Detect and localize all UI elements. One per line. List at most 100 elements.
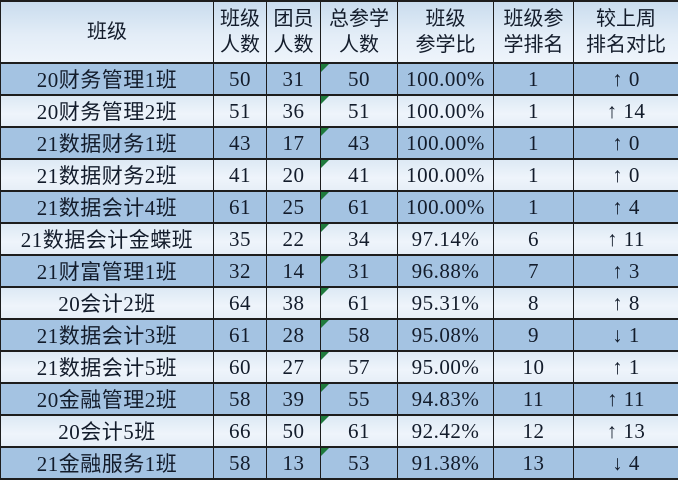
cell-ratio: 100.00% xyxy=(398,95,494,127)
cell-size: 58 xyxy=(214,447,267,479)
cell-size: 60 xyxy=(214,351,267,383)
cell-attended: 31 xyxy=(321,255,398,287)
cell-rank: 1 xyxy=(494,159,574,191)
cell-rank: 1 xyxy=(494,191,574,223)
cell-text-rank: 6 xyxy=(528,227,539,252)
cell-text-trend: ↑ 0 xyxy=(612,131,640,156)
cell-text-rank: 9 xyxy=(528,323,539,348)
cell-members: 28 xyxy=(267,319,321,351)
cell-attended: 61 xyxy=(321,287,398,319)
cell-ratio: 97.14% xyxy=(398,223,494,255)
error-flag-icon xyxy=(321,352,329,360)
cell-attended: 51 xyxy=(321,95,398,127)
cell-text-attended: 61 xyxy=(348,419,370,444)
cell-name: 20金融管理2班 xyxy=(1,383,214,415)
cell-rank: 7 xyxy=(494,255,574,287)
cell-attended: 57 xyxy=(321,351,398,383)
column-header-trend: 较上周 排名对比 xyxy=(574,1,678,63)
cell-text-members: 38 xyxy=(283,291,305,316)
cell-text-size: 32 xyxy=(229,259,251,284)
error-flag-icon xyxy=(321,224,329,232)
page: { "table": { "columns": [ { "label": "班级… xyxy=(0,0,678,464)
cell-text-size: 50 xyxy=(229,67,251,92)
cell-text-members: 13 xyxy=(283,451,305,476)
cell-text-rank: 13 xyxy=(523,451,545,476)
cell-text-name: 21数据会计4班 xyxy=(37,192,178,222)
cell-text-size: 61 xyxy=(229,323,251,348)
cell-text-name: 21数据财务2班 xyxy=(37,160,178,190)
error-flag-icon xyxy=(321,320,329,328)
cell-text-trend: ↑ 1 xyxy=(612,355,640,380)
column-header-name: 班级 xyxy=(1,1,214,63)
cell-text-ratio: 96.88% xyxy=(412,259,480,284)
cell-text-ratio: 95.31% xyxy=(412,291,480,316)
cell-trend: ↑ 4 xyxy=(574,191,678,223)
cell-attended: 50 xyxy=(321,63,398,95)
cell-text-trend: ↑ 11 xyxy=(607,387,645,412)
cell-size: 50 xyxy=(214,63,267,95)
cell-members: 27 xyxy=(267,351,321,383)
cell-ratio: 100.00% xyxy=(398,127,494,159)
error-flag-icon xyxy=(321,96,329,104)
cell-trend: ↑ 1 xyxy=(574,351,678,383)
column-header-ratio: 班级 参学比 xyxy=(398,1,494,63)
cell-text-rank: 1 xyxy=(528,131,539,156)
cell-trend: ↑ 0 xyxy=(574,127,678,159)
cell-size: 61 xyxy=(214,191,267,223)
cell-text-name: 20会计2班 xyxy=(58,288,156,318)
cell-text-members: 36 xyxy=(283,99,305,124)
cell-text-size: 64 xyxy=(229,291,251,316)
cell-text-attended: 58 xyxy=(348,323,370,348)
cell-text-ratio: 100.00% xyxy=(406,131,485,156)
cell-size: 61 xyxy=(214,319,267,351)
cell-members: 38 xyxy=(267,287,321,319)
cell-text-size: 41 xyxy=(229,163,251,188)
cell-trend: ↑ 8 xyxy=(574,287,678,319)
cell-text-trend: ↑ 0 xyxy=(612,67,640,92)
cell-rank: 1 xyxy=(494,95,574,127)
cell-name: 20会计2班 xyxy=(1,287,214,319)
cell-members: 50 xyxy=(267,415,321,447)
cell-size: 66 xyxy=(214,415,267,447)
cell-text-rank: 11 xyxy=(523,387,544,412)
cell-ratio: 91.38% xyxy=(398,447,494,479)
cell-name: 21数据会计3班 xyxy=(1,319,214,351)
cell-text-name: 20金融管理2班 xyxy=(37,384,178,414)
cell-text-name: 21数据财务1班 xyxy=(37,128,178,158)
cell-ratio: 100.00% xyxy=(398,159,494,191)
cell-size: 64 xyxy=(214,287,267,319)
error-flag-icon xyxy=(321,416,329,424)
cell-text-name: 21数据会计5班 xyxy=(37,352,178,382)
cell-text-trend: ↓ 1 xyxy=(612,323,640,348)
cell-text-size: 51 xyxy=(229,99,251,124)
cell-name: 21财富管理1班 xyxy=(1,255,214,287)
cell-ratio: 94.83% xyxy=(398,383,494,415)
cell-attended: 58 xyxy=(321,319,398,351)
cell-trend: ↑ 3 xyxy=(574,255,678,287)
cell-text-ratio: 92.42% xyxy=(412,419,480,444)
cell-text-attended: 50 xyxy=(348,67,370,92)
cell-text-ratio: 95.08% xyxy=(412,323,480,348)
cell-text-trend: ↑ 11 xyxy=(607,227,645,252)
cell-rank: 12 xyxy=(494,415,574,447)
cell-members: 13 xyxy=(267,447,321,479)
cell-text-trend: ↑ 13 xyxy=(607,419,646,444)
cell-rank: 9 xyxy=(494,319,574,351)
cell-text-name: 20财务管理1班 xyxy=(37,64,178,94)
cell-size: 58 xyxy=(214,383,267,415)
cell-text-name: 21财富管理1班 xyxy=(37,256,178,286)
cell-name: 21数据会计金蝶班 xyxy=(1,223,214,255)
error-flag-icon xyxy=(321,192,329,200)
cell-text-ratio: 97.14% xyxy=(412,227,480,252)
cell-text-members: 39 xyxy=(283,387,305,412)
cell-trend: ↑ 11 xyxy=(574,383,678,415)
cell-size: 32 xyxy=(214,255,267,287)
cell-trend: ↑ 11 xyxy=(574,223,678,255)
cell-members: 22 xyxy=(267,223,321,255)
cell-name: 21数据财务1班 xyxy=(1,127,214,159)
